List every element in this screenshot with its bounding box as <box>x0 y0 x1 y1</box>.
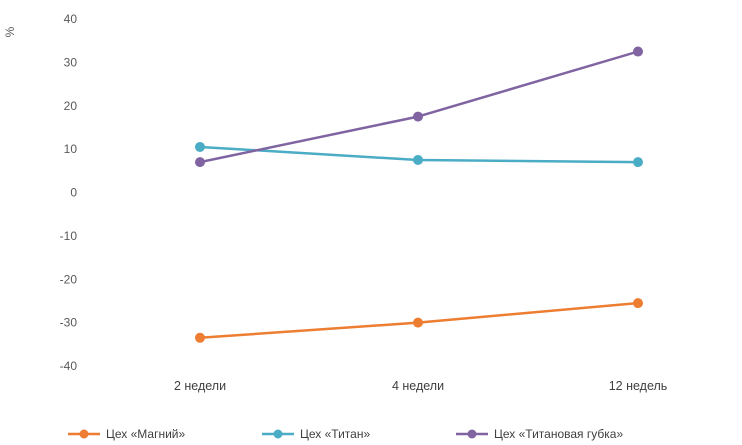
series-group <box>195 46 643 168</box>
y-tick-label: 30 <box>64 55 78 69</box>
y-tick-label: -10 <box>60 229 78 243</box>
y-axis: 40 30 20 10 0 -10 -20 -30 -40 <box>60 12 78 373</box>
data-point <box>633 298 643 309</box>
series-layer <box>195 46 643 343</box>
y-tick-label: 0 <box>70 186 77 200</box>
y-tick-label: 20 <box>64 99 78 113</box>
y-tick-label: -30 <box>60 316 78 330</box>
x-tick-label: 4 недели <box>392 379 444 393</box>
y-tick-label: 10 <box>64 142 78 156</box>
series-line <box>198 50 640 164</box>
data-point <box>413 111 423 122</box>
data-point <box>413 317 423 328</box>
data-point <box>413 154 423 165</box>
legend-item: Цех «Магний» <box>68 427 186 441</box>
data-point <box>195 141 205 152</box>
data-point <box>633 157 643 168</box>
legend: Цех «Магний» Цех «Титан» Цех «Титановая гу… <box>68 427 623 441</box>
legend-label: Цех «Магний» <box>106 427 186 441</box>
x-tick-label: 12 недель <box>609 379 668 393</box>
series-group <box>195 141 643 168</box>
data-point <box>633 46 643 57</box>
legend-marker <box>79 429 89 439</box>
series-group <box>195 298 643 343</box>
x-axis: 2 недели 4 недели 12 недель <box>174 379 667 393</box>
legend-marker <box>273 429 283 439</box>
legend-item: Цех «Титан» <box>262 427 370 441</box>
y-tick-label: -40 <box>60 359 78 373</box>
legend-label: Цех «Титан» <box>300 427 370 441</box>
y-tick-label: 40 <box>64 12 78 26</box>
legend-marker <box>467 429 477 439</box>
y-axis-unit-label: % <box>3 26 17 37</box>
legend-item: Цех «Титановая губка» <box>456 427 623 441</box>
x-tick-label: 2 недели <box>174 379 226 393</box>
legend-label: Цех «Титановая губка» <box>494 427 623 441</box>
y-tick-label: -20 <box>60 272 78 286</box>
data-point <box>195 332 205 343</box>
data-point <box>195 157 205 168</box>
